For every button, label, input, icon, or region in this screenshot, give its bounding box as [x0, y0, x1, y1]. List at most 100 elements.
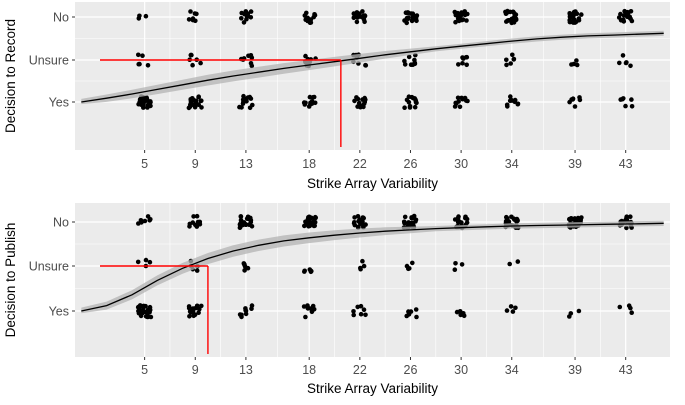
data-point [142, 218, 148, 224]
data-point [307, 267, 313, 272]
data-point [145, 63, 151, 68]
data-point [460, 55, 465, 60]
x-axis-title: Strike Array Variability [307, 381, 438, 396]
data-point [453, 19, 458, 25]
data-point [505, 10, 510, 15]
data-point [307, 94, 313, 100]
data-point [407, 266, 412, 271]
data-point [410, 14, 416, 20]
data-point [456, 62, 461, 67]
data-point [312, 12, 317, 17]
y-axis-title: Decision to Record [3, 19, 18, 133]
data-point [188, 99, 194, 105]
data-point [198, 60, 203, 66]
data-point [624, 60, 629, 65]
data-point [573, 9, 578, 14]
data-point [507, 261, 512, 267]
data-point [301, 100, 307, 105]
x-tick-label: 30 [454, 363, 468, 377]
data-point [616, 15, 622, 20]
data-point [457, 104, 463, 110]
data-point [360, 215, 366, 220]
data-point [351, 11, 357, 16]
data-point [407, 104, 413, 109]
data-point [457, 309, 463, 314]
data-point [573, 217, 579, 223]
y-axis-title: Decision to Publish [3, 223, 18, 338]
data-point [238, 224, 243, 230]
data-point [569, 97, 574, 102]
data-point [452, 267, 458, 273]
data-point [515, 259, 521, 264]
data-point [198, 98, 204, 104]
data-point [145, 314, 150, 320]
data-point [629, 97, 634, 102]
data-point [457, 219, 462, 224]
data-point [240, 97, 246, 102]
data-point [514, 219, 519, 225]
data-point [579, 215, 584, 220]
data-point [355, 214, 361, 219]
data-point [628, 63, 633, 69]
data-point [302, 223, 307, 229]
x-tick-label: 34 [505, 363, 519, 377]
data-point [135, 259, 141, 265]
data-point [363, 312, 368, 318]
data-point [136, 52, 141, 58]
data-point [356, 100, 362, 106]
data-point [456, 214, 461, 219]
data-point [511, 216, 517, 221]
data-point [305, 15, 310, 21]
data-point [351, 309, 356, 314]
data-point [579, 12, 584, 17]
data-point [458, 11, 464, 17]
data-point [242, 263, 247, 268]
data-point [197, 306, 202, 312]
data-point [621, 13, 627, 18]
data-point [504, 62, 509, 68]
data-point [306, 104, 312, 109]
data-point [459, 262, 465, 267]
data-point [136, 310, 142, 316]
data-point [189, 52, 194, 58]
data-point [311, 223, 317, 229]
data-point [190, 96, 195, 101]
data-point [567, 19, 573, 25]
data-point [513, 12, 519, 17]
data-point [512, 97, 518, 103]
points-layer [136, 8, 635, 111]
panel-1: 5 9 13 18 22 26 30 34 39 43 Yes Unsure No Strike Arra… [3, 2, 670, 191]
x-tick-label: 22 [353, 157, 367, 171]
data-point [461, 312, 466, 318]
data-point [617, 304, 623, 310]
data-point [513, 305, 518, 311]
data-point [355, 304, 361, 310]
data-point [508, 304, 514, 309]
data-point [194, 268, 200, 273]
x-tick-label: 43 [619, 157, 633, 171]
data-point [361, 307, 367, 313]
data-point [199, 105, 204, 110]
data-point [572, 104, 578, 109]
data-point [247, 105, 253, 111]
data-point [199, 303, 204, 309]
data-point [455, 95, 461, 101]
data-point [574, 58, 579, 63]
data-point [192, 11, 198, 16]
data-point [404, 20, 410, 26]
data-point [629, 310, 634, 316]
y-tick-label: Yes [49, 305, 69, 319]
data-point [577, 95, 582, 100]
x-tick-label: 9 [192, 157, 199, 171]
data-point [301, 304, 307, 309]
data-point [363, 222, 368, 227]
data-point [139, 220, 144, 225]
x-tick-label: 18 [302, 157, 316, 171]
data-point [239, 15, 244, 21]
x-tick-label: 18 [302, 363, 316, 377]
data-point [629, 104, 635, 109]
data-point [248, 96, 254, 101]
data-point [145, 97, 150, 103]
data-point [193, 98, 199, 104]
x-tick-label: 34 [505, 157, 519, 171]
